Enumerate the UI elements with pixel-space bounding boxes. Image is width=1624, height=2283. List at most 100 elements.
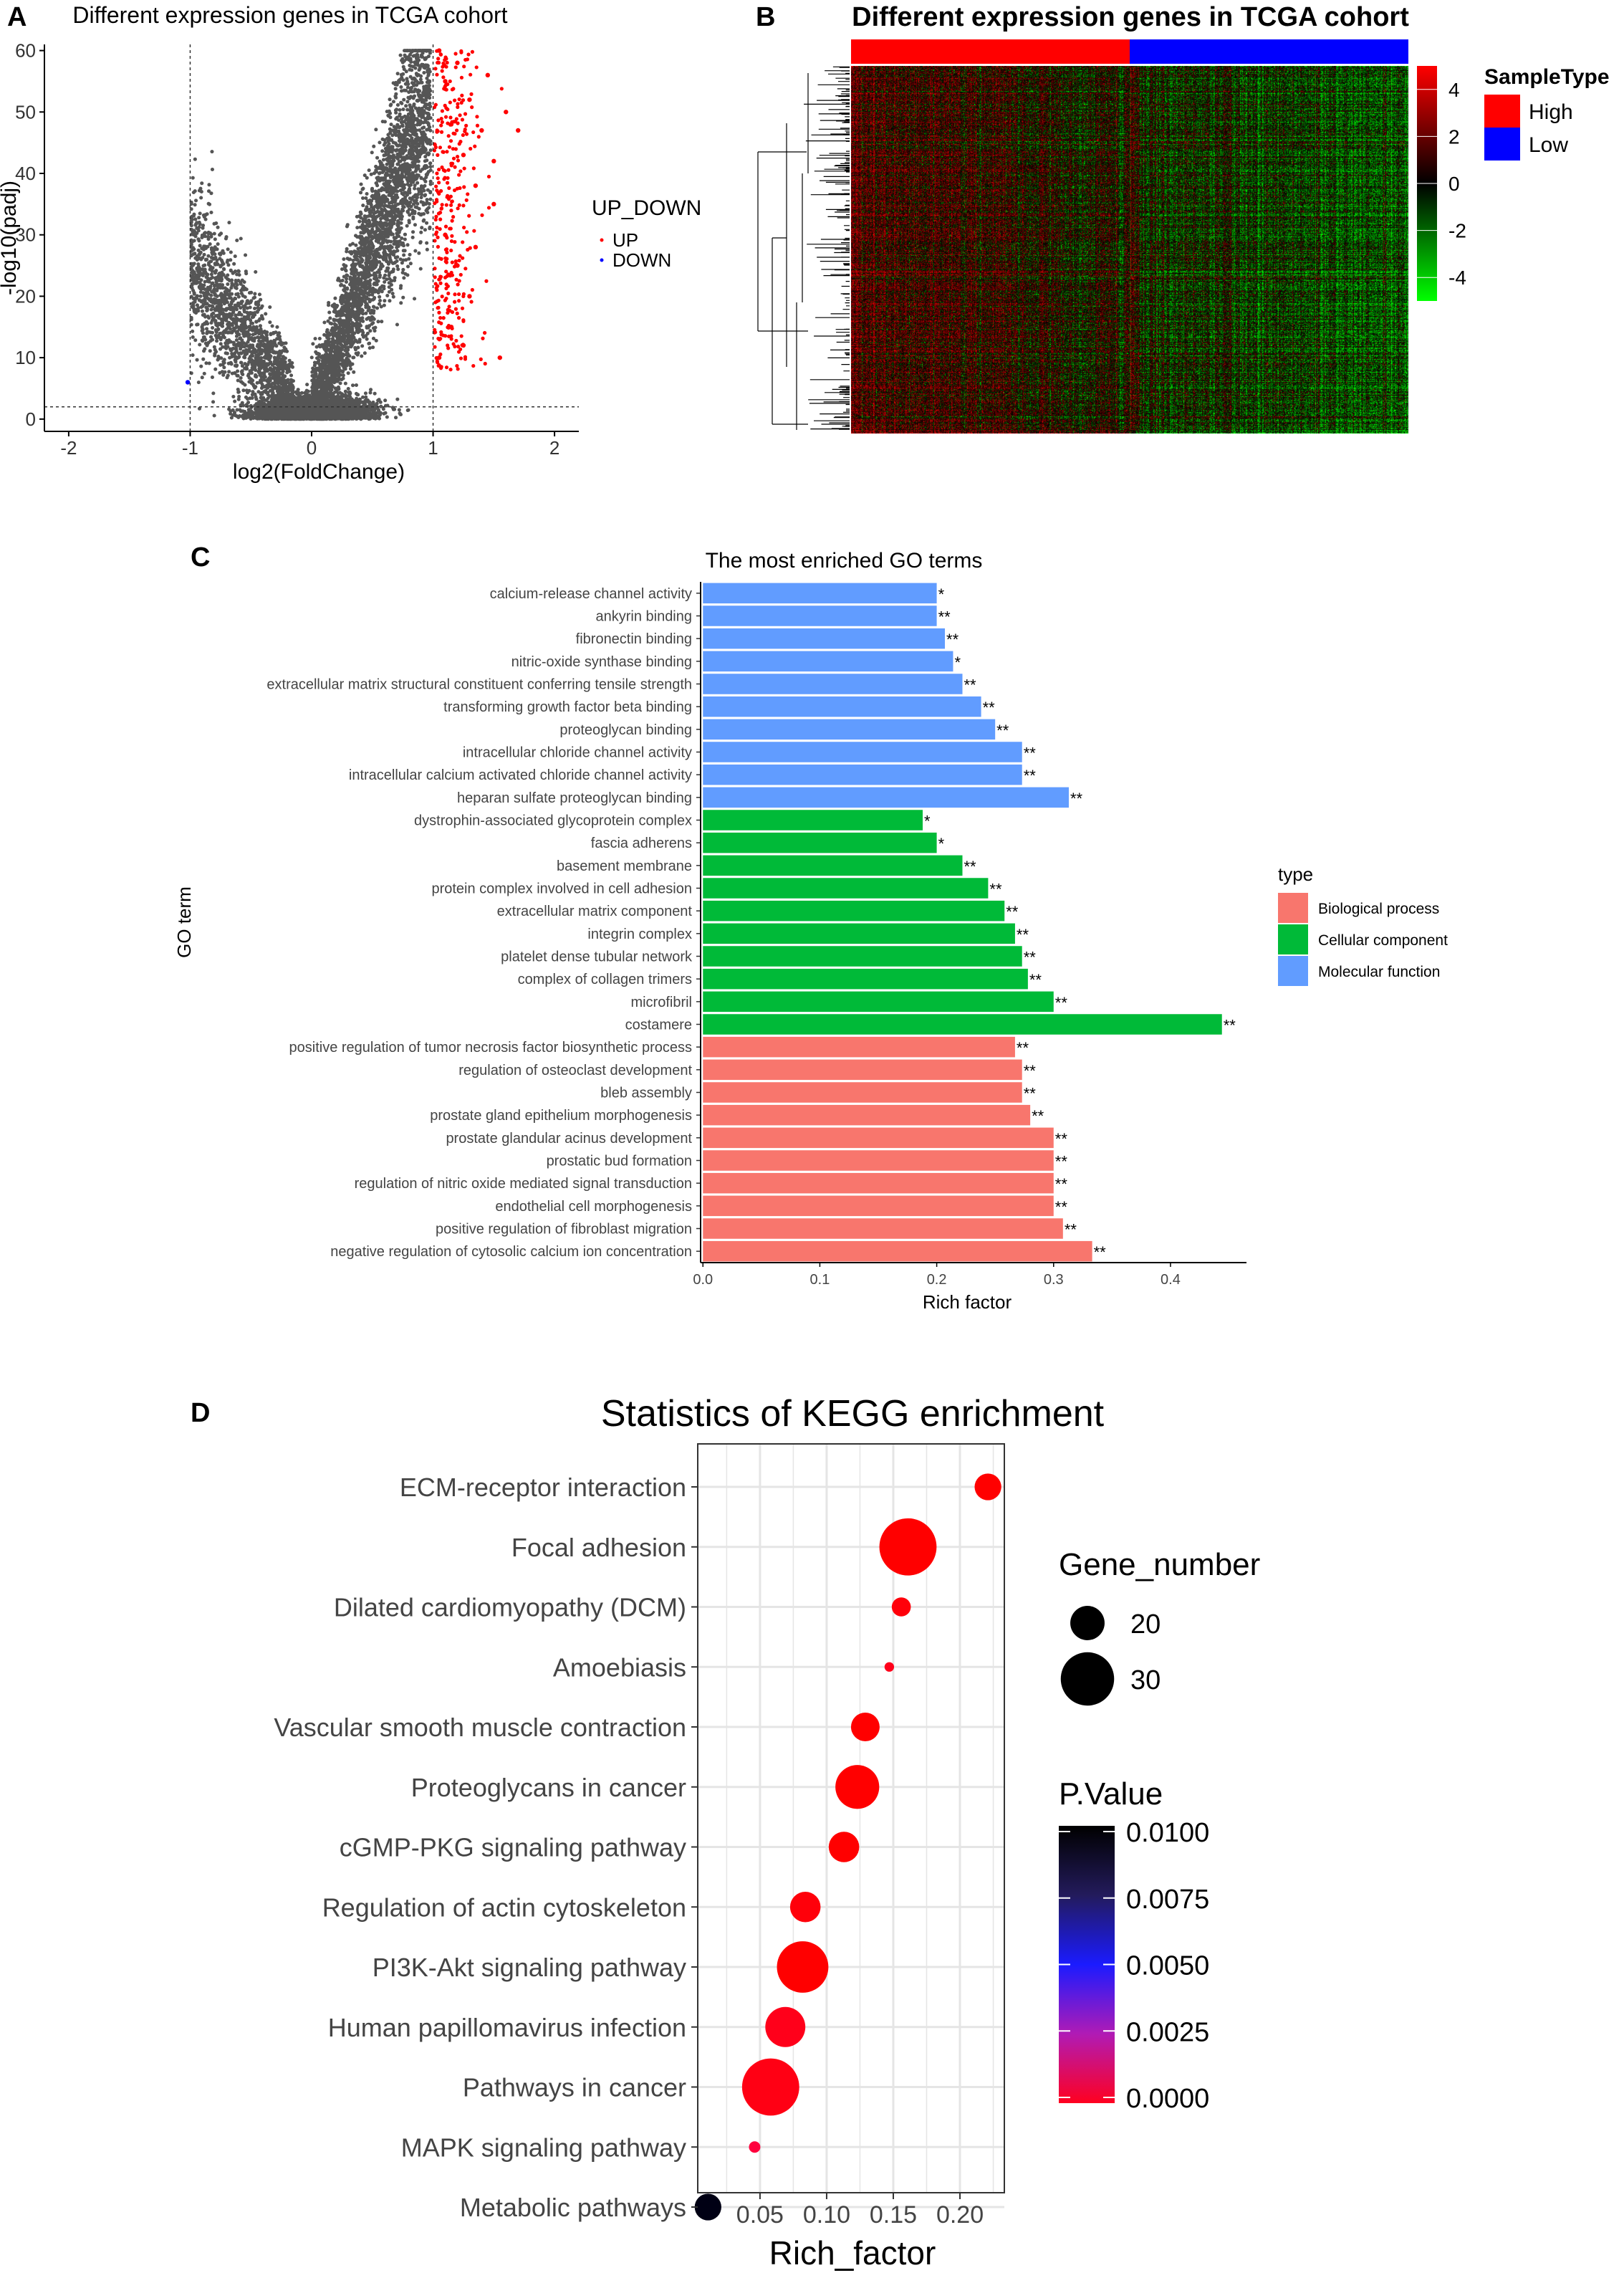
volcano-point-up [441, 150, 446, 154]
volcano-point-up [444, 203, 448, 207]
volcano-point-up [444, 260, 448, 264]
volcano-title: Different expression genes in TCGA cohor… [72, 2, 507, 28]
go-bar-significance: ** [1024, 1062, 1037, 1080]
go-term-label: fibronectin binding [576, 631, 692, 647]
kegg-colorbar-label: 0.0025 [1126, 2017, 1209, 2047]
volcano-point-up [450, 326, 454, 331]
volcano-point-up [475, 123, 480, 128]
volcano-point-up [448, 203, 453, 207]
kegg-pathway-label: ECM-receptor interaction [400, 1473, 686, 1502]
volcano-point-up [453, 120, 458, 124]
go-bar-significance: ** [1017, 1039, 1029, 1057]
heatmap-legend-title: SampleType [1484, 65, 1610, 89]
volcano-point-up [463, 112, 468, 116]
volcano-point-up [434, 184, 438, 188]
volcano-point-up [439, 188, 443, 193]
volcano-point-up [451, 147, 456, 151]
kegg-point [789, 1891, 821, 1923]
volcano-point-up [433, 239, 437, 243]
volcano-point-up [437, 181, 441, 185]
kegg-pathway-label: MAPK signaling pathway [401, 2133, 686, 2162]
volcano-point-up [448, 226, 452, 231]
go-bar-significance: ** [1055, 1130, 1068, 1148]
volcano-x-tick-label: 0 [307, 437, 317, 459]
panel-d-kegg-dot-plot: Statistics of KEGG enrichment ECM-recepto… [274, 1393, 1260, 2272]
volcano-point-up [448, 100, 452, 105]
go-bar [703, 696, 981, 717]
go-bar [703, 1240, 1092, 1262]
volcano-y-tick-label: 40 [15, 163, 36, 184]
volcano-point-up [457, 299, 461, 303]
go-term-label: prostatic bud formation [547, 1154, 692, 1169]
volcano-point-up [454, 262, 458, 266]
kegg-x-tick-label: 0.15 [870, 2201, 917, 2229]
go-bar-significance: ** [983, 699, 996, 717]
go-bar-significance: ** [1024, 767, 1037, 785]
volcano-point-up [435, 188, 439, 193]
volcano-point-up [455, 311, 459, 315]
go-bar [703, 1104, 1031, 1126]
volcano-point-up [467, 294, 472, 299]
volcano-x-tick-label: -1 [182, 437, 198, 459]
volcano-point-up [445, 195, 449, 199]
heatmap-colorbar-label: -4 [1448, 267, 1466, 289]
volcano-point-up [437, 320, 441, 325]
volcano-y-tick-label: 20 [15, 285, 36, 307]
volcano-y-label: -log10(padj) [0, 181, 21, 295]
kegg-point [694, 2193, 721, 2221]
go-bar [703, 810, 923, 831]
volcano-point-up [444, 57, 448, 61]
go-term-label: proteoglycan binding [559, 722, 692, 738]
volcano-point-up [449, 239, 454, 244]
go-bar-significance: * [924, 813, 931, 831]
go-bar [703, 628, 946, 649]
volcano-point-up [434, 230, 439, 234]
volcano-point-up [443, 79, 448, 84]
volcano-point-up [479, 128, 484, 133]
volcano-point-up [458, 113, 462, 118]
volcano-point-up [453, 345, 457, 349]
volcano-point-up [435, 49, 439, 53]
volcano-point-up [499, 87, 504, 91]
volcano-series-down [185, 380, 191, 385]
volcano-point-up [463, 267, 468, 271]
volcano-point-up [446, 134, 451, 138]
volcano-point-up [461, 98, 466, 102]
go-bar-significance: * [938, 585, 945, 603]
go-term-label: basement membrane [557, 858, 692, 874]
volcano-point-up [436, 235, 440, 239]
volcano-point-up [435, 360, 440, 365]
volcano-point-up [458, 356, 463, 360]
go-bar-significance: ** [1070, 790, 1083, 808]
volcano-point-up [452, 188, 457, 193]
go-bar [703, 787, 1069, 808]
volcano-point-up [464, 123, 469, 128]
go-bar-significance: ** [946, 631, 959, 648]
volcano-point-up [445, 257, 449, 261]
volcano-point-up [448, 368, 453, 372]
volcano-point-up [437, 338, 441, 342]
volcano-point-up [455, 363, 459, 368]
go-term-label: intracellular chloride channel activity [463, 745, 692, 761]
volcano-point-up [450, 199, 454, 204]
volcano-point-up [449, 161, 453, 166]
go-bar [703, 674, 963, 694]
heatmap-annotation-high [851, 39, 1130, 64]
go-term-label: regulation of osteoclast development [458, 1063, 692, 1078]
volcano-point-up [433, 201, 437, 206]
kegg-pathway-label: Vascular smooth muscle contraction [274, 1713, 686, 1742]
volcano-x-label: log2(FoldChange) [233, 460, 405, 484]
volcano-point-up [481, 336, 485, 340]
go-legend-key [1278, 956, 1308, 986]
volcano-point-up [504, 110, 509, 115]
volcano-point-up [473, 183, 479, 188]
kegg-colorbar-label: 0.0000 [1126, 2084, 1209, 2114]
kegg-pathway-label: Focal adhesion [511, 1533, 686, 1562]
kegg-size-legend-label: 20 [1130, 1609, 1161, 1640]
heatmap-legend-label-low: Low [1529, 133, 1568, 157]
volcano-point-up [458, 169, 463, 173]
go-bar-significance: ** [964, 676, 976, 694]
volcano-point-up [437, 310, 441, 315]
volcano-point-up [446, 307, 450, 312]
volcano-point-up [446, 325, 451, 330]
